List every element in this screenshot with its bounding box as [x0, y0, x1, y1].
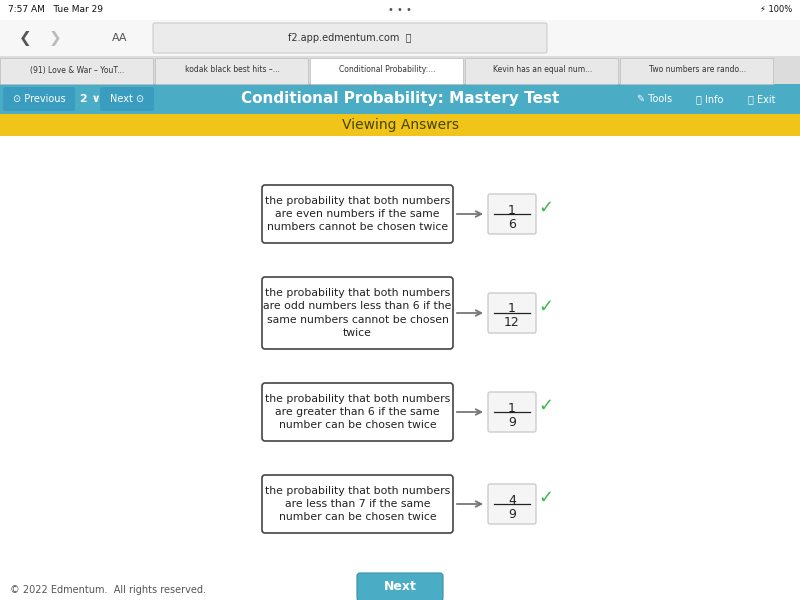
FancyBboxPatch shape — [488, 392, 536, 432]
Text: ❮: ❮ — [18, 31, 31, 46]
Text: the probability that both numbers
are even numbers if the same
numbers cannot be: the probability that both numbers are ev… — [265, 196, 450, 232]
Bar — [0, 136, 800, 600]
Text: the probability that both numbers
are less than 7 if the same
number can be chos: the probability that both numbers are le… — [265, 486, 450, 522]
Text: ✓: ✓ — [538, 489, 553, 507]
Text: ⏻ Exit: ⏻ Exit — [748, 94, 776, 104]
Bar — [0, 0, 800, 20]
Text: © 2022 Edmentum.  All rights reserved.: © 2022 Edmentum. All rights reserved. — [10, 585, 206, 595]
Text: Viewing Answers: Viewing Answers — [342, 118, 458, 132]
Bar — [620, 58, 773, 84]
Text: kodak black best hits –...: kodak black best hits –... — [185, 65, 280, 74]
Text: ⓘ Info: ⓘ Info — [696, 94, 724, 104]
Text: 4: 4 — [508, 493, 516, 506]
Bar — [0, 56, 800, 84]
Text: 9: 9 — [508, 415, 516, 428]
Text: • • •: • • • — [388, 5, 412, 15]
Text: Conditional Probability: Mastery Test: Conditional Probability: Mastery Test — [241, 91, 559, 107]
Text: 1: 1 — [508, 302, 516, 316]
Text: the probability that both numbers
are odd numbers less than 6 if the
same number: the probability that both numbers are od… — [263, 288, 452, 338]
Bar — [310, 58, 463, 84]
Text: ✓: ✓ — [538, 199, 553, 217]
FancyBboxPatch shape — [3, 87, 75, 111]
Text: f2.app.edmentum.com  🔒: f2.app.edmentum.com 🔒 — [288, 33, 412, 43]
FancyBboxPatch shape — [100, 87, 154, 111]
Text: 2 ∨: 2 ∨ — [80, 94, 100, 104]
Text: AA: AA — [112, 33, 128, 43]
Bar — [0, 58, 153, 84]
Text: ✎ Tools: ✎ Tools — [638, 94, 673, 104]
FancyBboxPatch shape — [488, 293, 536, 333]
Text: 1: 1 — [508, 203, 516, 217]
Text: 9: 9 — [508, 508, 516, 520]
FancyBboxPatch shape — [488, 194, 536, 234]
Text: ⊙ Previous: ⊙ Previous — [13, 94, 66, 104]
FancyBboxPatch shape — [262, 383, 453, 441]
Bar — [0, 114, 800, 136]
Bar — [0, 580, 800, 600]
Text: Next ⊙: Next ⊙ — [110, 94, 144, 104]
Bar — [155, 58, 308, 84]
Text: ⚡ 100%: ⚡ 100% — [760, 5, 792, 14]
FancyBboxPatch shape — [357, 573, 443, 600]
Text: 6: 6 — [508, 217, 516, 230]
Bar — [0, 84, 800, 114]
Text: Next: Next — [383, 581, 417, 593]
Text: 1: 1 — [508, 401, 516, 415]
FancyBboxPatch shape — [262, 475, 453, 533]
Text: Kevin has an equal num...: Kevin has an equal num... — [493, 65, 592, 74]
FancyBboxPatch shape — [153, 23, 547, 53]
Text: ❯: ❯ — [49, 31, 62, 46]
FancyBboxPatch shape — [262, 185, 453, 243]
Text: 12: 12 — [504, 317, 520, 329]
Bar — [465, 58, 618, 84]
FancyBboxPatch shape — [262, 277, 453, 349]
Text: Conditional Probability:...: Conditional Probability:... — [339, 65, 436, 74]
Text: ✓: ✓ — [538, 397, 553, 415]
Text: (91) Love & War – YouT...: (91) Love & War – YouT... — [30, 65, 125, 74]
Text: the probability that both numbers
are greater than 6 if the same
number can be c: the probability that both numbers are gr… — [265, 394, 450, 430]
Text: ✓: ✓ — [538, 298, 553, 316]
Text: Two numbers are rando...: Two numbers are rando... — [649, 65, 746, 74]
Bar — [0, 20, 800, 56]
Text: 7:57 AM   Tue Mar 29: 7:57 AM Tue Mar 29 — [8, 5, 103, 14]
FancyBboxPatch shape — [488, 484, 536, 524]
